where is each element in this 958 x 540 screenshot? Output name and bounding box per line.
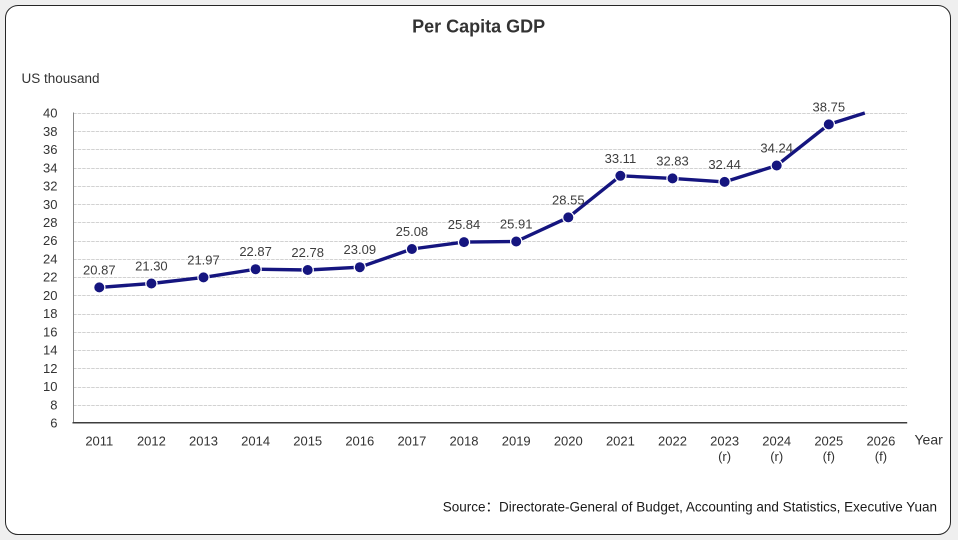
svg-text:23.09: 23.09 [344, 242, 377, 257]
svg-text:2017: 2017 [397, 434, 426, 449]
svg-text:28: 28 [43, 215, 57, 230]
svg-text:20: 20 [43, 288, 57, 303]
svg-text:38.75: 38.75 [813, 99, 846, 114]
svg-text:US thousand: US thousand [22, 71, 100, 86]
svg-text:22: 22 [43, 270, 57, 285]
svg-text:22.87: 22.87 [239, 244, 272, 259]
svg-text:2022: 2022 [658, 434, 687, 449]
svg-text:Source：Directorate-General of: Source：Directorate-General of Budget, Ac… [443, 500, 937, 515]
svg-text:2023: 2023 [710, 434, 739, 449]
svg-text:34: 34 [43, 160, 57, 175]
svg-text:25.91: 25.91 [500, 217, 533, 232]
svg-text:2025: 2025 [814, 434, 843, 449]
svg-text:32.83: 32.83 [656, 153, 689, 168]
svg-text:2019: 2019 [502, 434, 531, 449]
svg-text:40: 40 [43, 106, 57, 121]
svg-text:2013: 2013 [189, 434, 218, 449]
svg-text:21.30: 21.30 [135, 259, 168, 274]
svg-text:34.24: 34.24 [760, 141, 793, 156]
svg-text:33.11: 33.11 [605, 151, 637, 166]
svg-text:2024: 2024 [762, 434, 791, 449]
svg-text:8: 8 [50, 397, 57, 412]
svg-text:16: 16 [43, 324, 57, 339]
svg-text:38: 38 [43, 124, 57, 139]
svg-text:25.84: 25.84 [448, 217, 481, 232]
svg-text:32.44: 32.44 [708, 157, 741, 172]
svg-text:2011: 2011 [85, 434, 113, 449]
svg-text:36: 36 [43, 142, 57, 157]
svg-text:6: 6 [50, 416, 57, 431]
svg-text:14: 14 [43, 343, 57, 358]
svg-text:32: 32 [43, 179, 57, 194]
svg-text:2021: 2021 [606, 434, 635, 449]
svg-text:(f): (f) [875, 449, 887, 464]
svg-text:10: 10 [43, 379, 57, 394]
svg-text:24: 24 [43, 252, 57, 267]
svg-text:21.97: 21.97 [187, 252, 220, 267]
svg-text:Per Capita GDP: Per Capita GDP [412, 17, 545, 37]
svg-text:2012: 2012 [137, 434, 166, 449]
svg-text:2015: 2015 [293, 434, 322, 449]
svg-text:2018: 2018 [450, 434, 479, 449]
svg-text:18: 18 [43, 306, 57, 321]
svg-text:22.78: 22.78 [291, 245, 324, 260]
svg-text:(r): (r) [718, 449, 731, 464]
svg-text:(r): (r) [770, 449, 783, 464]
svg-text:20.87: 20.87 [83, 262, 116, 277]
svg-text:30: 30 [43, 197, 57, 212]
svg-text:2016: 2016 [345, 434, 374, 449]
svg-text:25.08: 25.08 [396, 224, 429, 239]
svg-text:2026: 2026 [866, 434, 895, 449]
svg-text:12: 12 [43, 361, 57, 376]
svg-text:2014: 2014 [241, 434, 270, 449]
svg-text:Year: Year [915, 432, 944, 448]
svg-text:(f): (f) [823, 449, 835, 464]
svg-text:28.55: 28.55 [552, 192, 585, 207]
svg-text:26: 26 [43, 233, 57, 248]
svg-text:2020: 2020 [554, 434, 583, 449]
